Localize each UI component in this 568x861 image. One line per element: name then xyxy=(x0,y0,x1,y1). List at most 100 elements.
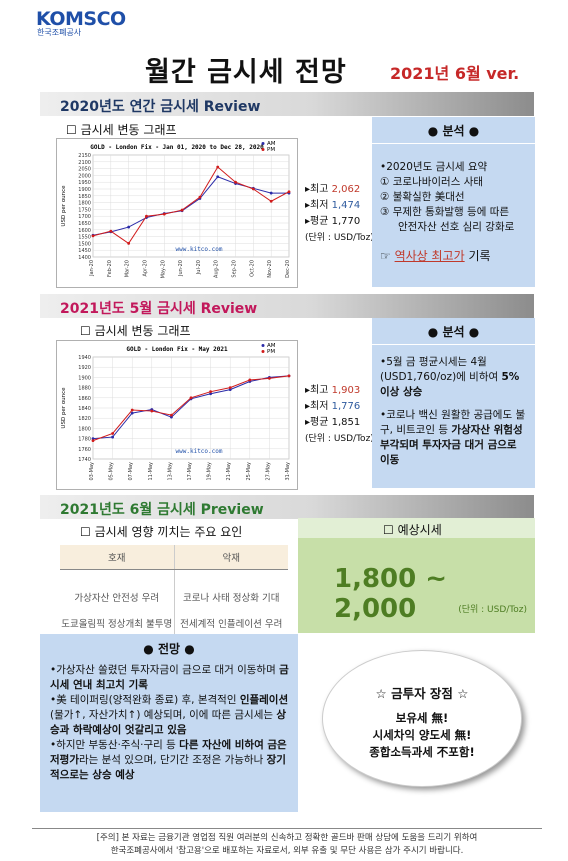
legend-label: PM xyxy=(267,147,275,153)
data-point-pm xyxy=(216,165,220,169)
stat-max-label: ▸최고 xyxy=(305,184,329,195)
series-line-am xyxy=(92,176,289,236)
y-tick-label: 1760 xyxy=(78,447,91,453)
outlook-p1-text: •가상자산 쏠렸던 투자자금이 금으로 대거 이동하며 xyxy=(50,664,280,676)
page-title: 월간 금시세 전망 xyxy=(145,57,347,88)
legend-marker xyxy=(261,142,265,145)
data-point-pm xyxy=(228,386,232,389)
data-point-am xyxy=(91,437,95,440)
analysis-box-2020: ● 분석 ● •2020년도 금시세 요약 ① 코로나바이러스 사태 ② 불확실… xyxy=(372,117,535,287)
data-point-am xyxy=(170,415,173,419)
x-tick-label: 11-May xyxy=(148,462,154,481)
section-title-june: 2021년도 6월 금시세 Preview xyxy=(60,502,264,518)
plot-area xyxy=(92,154,290,258)
y-tick-label: 1860 xyxy=(78,396,91,402)
outlook-p1: •가상자산 쏠렸던 투자자금이 금으로 대거 이동하며 금시세 연내 최고치 기… xyxy=(50,663,290,693)
data-point-pm xyxy=(162,212,166,216)
stat-min: ▸최저 1,474 xyxy=(305,198,374,214)
factors-table: 호재 악재 가상자산 안전성 우려 코로나 사태 정상화 기대 도쿄올림픽 정상… xyxy=(60,545,288,641)
stat-avg: ▸평균 1,851 xyxy=(305,415,374,431)
outlook-p2-text: •美 테이퍼링(양적완화 종료) 후, 본격적인 xyxy=(50,694,240,706)
stat-min-value: 1,776 xyxy=(331,401,361,412)
data-point-pm xyxy=(269,199,273,203)
version-label: 2021년 6월 ver. xyxy=(390,64,520,83)
x-tick-label: Feb-20 xyxy=(107,260,113,277)
forecast-unit: (단위 : USD/Toz) xyxy=(458,605,527,615)
x-tick-label: 19-May xyxy=(207,462,213,481)
watermark: www.kitco.com xyxy=(176,448,223,455)
y-tick-label: 1840 xyxy=(78,406,91,412)
y-tick-label: 1800 xyxy=(78,201,91,207)
x-tick-label: Nov-20 xyxy=(267,260,273,278)
y-tick-label: 1780 xyxy=(78,437,91,443)
merit-line: 시세차익 양도세 無! xyxy=(372,728,472,742)
footer-line: [주의] 본 자료는 금융기관 영업점 직원 여러분의 신속하고 정확한 골드바… xyxy=(96,833,478,843)
outlook-p3-text: •하지만 부동산·주식·구리 등 xyxy=(50,739,180,751)
analysis-p2-text: •코로나 백신 원활한 공급에도 불구, 비트코인 등 xyxy=(380,409,526,436)
y-tick-label: 1550 xyxy=(78,235,91,241)
stat-min: ▸최저 1,776 xyxy=(305,399,374,415)
merit-ellipse: ☆ 금투자 장점 ☆ 보유세 無! 시세차익 양도세 無! 종합소득과세 不포함… xyxy=(322,650,522,787)
outlook-head: ● 전망 ● xyxy=(143,642,195,656)
data-point-am xyxy=(130,411,134,415)
data-point-pm xyxy=(145,214,148,218)
legend-label: AM xyxy=(267,141,276,147)
data-point-pm xyxy=(127,242,131,245)
outlook-text: •가상자산 쏠렸던 투자자금이 금으로 대거 이동하며 금시세 연내 최고치 기… xyxy=(40,657,298,783)
y-tick-label: 1920 xyxy=(78,365,91,371)
history-highlight: 역사상 최고가 xyxy=(394,249,465,263)
outlook-p2: •美 테이퍼링(양적완화 종료) 후, 본격적인 인플레이션 (물가↑, 자산가치… xyxy=(50,693,290,738)
x-tick-label: Jul-20 xyxy=(196,260,202,275)
section-bar-june xyxy=(40,495,534,519)
chart-may-frame: GOLD - London Fix - May 2021 1740 1760 1780… xyxy=(56,340,298,490)
bad-factor: 코로나 사태 정상화 기대 xyxy=(173,569,288,610)
analysis-line: ① 코로나바이러스 사태 xyxy=(380,176,484,188)
data-point-pm xyxy=(109,229,113,233)
legend-label: PM xyxy=(267,349,275,355)
x-tick-label: 03-May xyxy=(89,462,95,481)
watermark: www.kitco.com xyxy=(176,246,223,253)
data-point-am xyxy=(111,435,114,439)
chart-title: GOLD - London Fix - Jan 01, 2020 to Dec … xyxy=(90,144,264,151)
stat-min-value: 1,474 xyxy=(331,200,361,211)
y-tick-label: 1450 xyxy=(78,248,91,254)
y-tick-label: 1400 xyxy=(78,255,91,261)
data-point-pm xyxy=(251,187,255,191)
analysis-p2: •코로나 백신 원활한 공급에도 불구, 비트코인 등 가상자산 위험성 부각되… xyxy=(380,408,527,468)
outlook-p1-bold: 금시세 연내 최고치 기록 xyxy=(50,664,289,691)
x-tick-label: Mar-20 xyxy=(125,260,131,277)
y-tick-label: 1900 xyxy=(78,187,91,193)
x-tick-label: 31-May xyxy=(285,462,291,481)
merit-line: 보유세 無! xyxy=(395,711,449,725)
forecast-range: 1,800 ~ 2,000 xyxy=(334,564,448,624)
y-tick-label: 1750 xyxy=(78,207,91,213)
analysis-p2-bold: 가상자산 위험성 부각되며 투자자금 대거 금으로 이동 xyxy=(380,424,523,466)
analysis-line: •2020년도 금시세 요약 xyxy=(380,161,488,173)
y-axis-label: USD per ounce xyxy=(61,185,67,227)
stat-min-label: ▸최저 xyxy=(305,401,329,412)
forecast-box: 1,800 ~ 2,000 (단위 : USD/Toz) xyxy=(298,538,535,633)
y-tick-label: 1800 xyxy=(78,426,91,432)
x-tick-label: 21-May xyxy=(226,462,232,481)
stat-unit: (단위 : USD/Toz) xyxy=(305,233,374,243)
stat-avg-value: 1,770 xyxy=(331,216,361,227)
stat-avg-label: ▸평균 xyxy=(305,216,329,227)
outlook-p3-bold2: 장기적으로는 상승 예상 xyxy=(50,754,286,781)
x-tick-label: 07-May xyxy=(128,462,134,481)
legend-marker xyxy=(261,344,265,347)
analysis-line: ② 불확실한 美대선 xyxy=(380,191,465,203)
x-tick-label: 17-May xyxy=(187,462,193,481)
stat-unit: (단위 : USD/Toz) xyxy=(305,434,374,444)
outlook-box: ● 전망 ● •가상자산 쏠렸던 투자자금이 금으로 대거 이동하며 금시세 연… xyxy=(40,634,298,812)
data-point-pm xyxy=(209,390,213,394)
stat-max: ▸최고 2,062 xyxy=(305,182,374,198)
merit-list: 보유세 無! 시세차익 양도세 無! 종합소득과세 不포함! xyxy=(323,710,521,761)
stat-min-label: ▸최저 xyxy=(305,200,329,211)
factors-label: ☐ 금시세 영향 끼치는 주요 요인 xyxy=(80,525,243,539)
factors-header-row: 호재 악재 xyxy=(60,545,288,570)
stat-avg: ▸평균 1,770 xyxy=(305,214,374,230)
history-suffix: 기록 xyxy=(464,249,491,263)
stat-max-value: 2,062 xyxy=(331,184,361,195)
y-tick-label: 1950 xyxy=(78,180,91,186)
good-factor-head: 호재 xyxy=(60,545,174,570)
